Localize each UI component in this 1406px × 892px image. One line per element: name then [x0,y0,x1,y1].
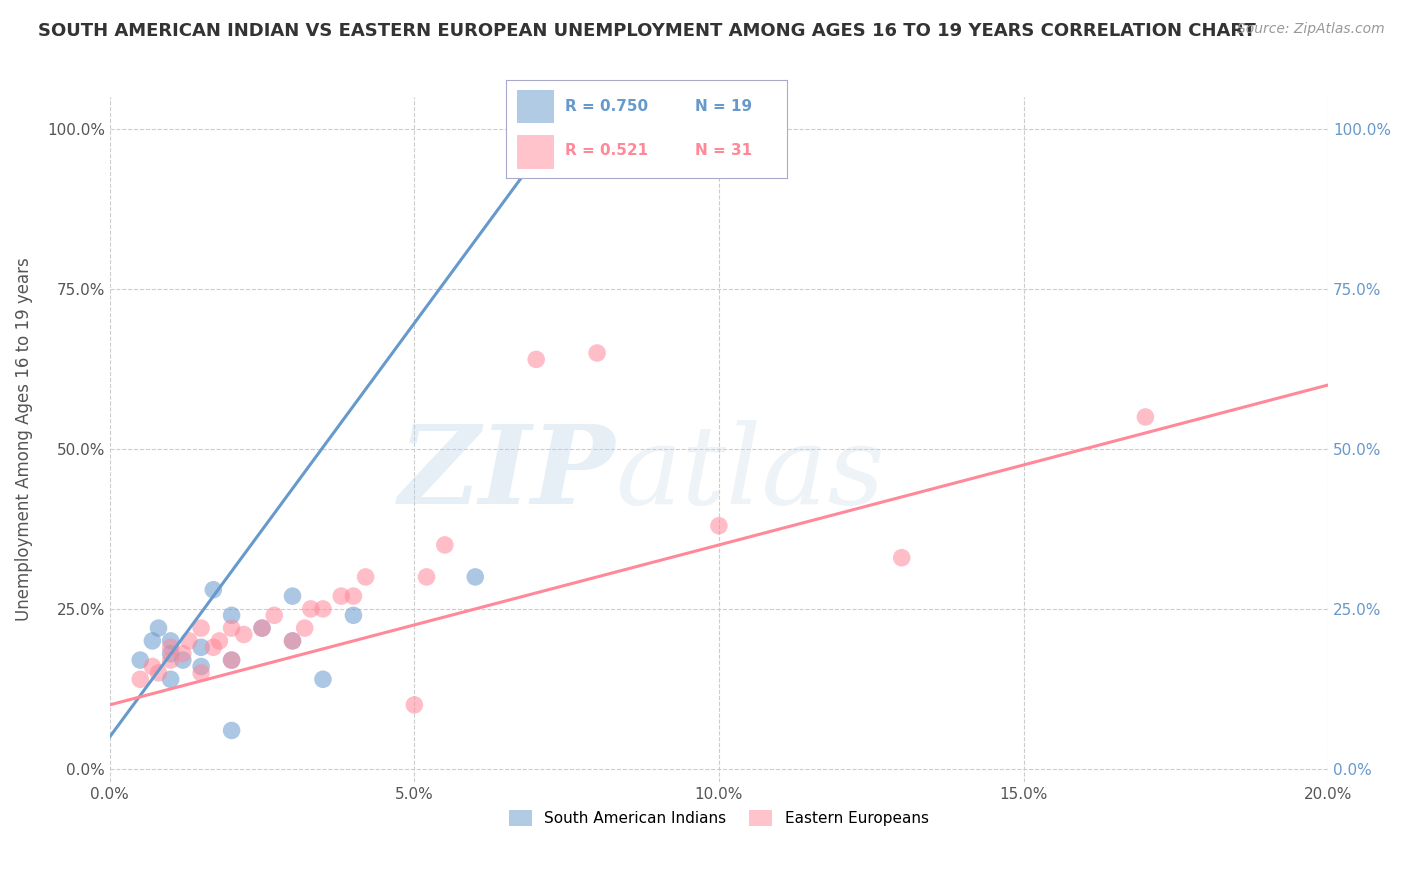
Point [342,589,364,603]
Point [159,673,181,687]
Point [330,589,353,603]
FancyBboxPatch shape [517,90,554,123]
Text: R = 0.750: R = 0.750 [565,99,648,114]
Point [141,659,163,673]
Y-axis label: Unemployment Among Ages 16 to 19 years: Unemployment Among Ages 16 to 19 years [15,258,32,621]
Point [342,608,364,623]
Point [190,621,212,635]
Point [129,653,152,667]
Text: SOUTH AMERICAN INDIAN VS EASTERN EUROPEAN UNEMPLOYMENT AMONG AGES 16 TO 19 YEARS: SOUTH AMERICAN INDIAN VS EASTERN EUROPEA… [38,22,1256,40]
Point [415,570,437,584]
Point [354,570,377,584]
Point [190,665,212,680]
Legend: South American Indians, Eastern Europeans: South American Indians, Eastern European… [503,804,935,832]
Point [177,633,200,648]
FancyBboxPatch shape [517,136,554,169]
Text: atlas: atlas [616,420,884,527]
Point [208,633,231,648]
Point [159,647,181,661]
Point [1135,409,1157,424]
Point [250,621,273,635]
Point [281,633,304,648]
Text: N = 31: N = 31 [695,144,752,159]
Point [586,346,609,360]
Text: R = 0.521: R = 0.521 [565,144,648,159]
Point [159,653,181,667]
Point [890,550,912,565]
Point [221,608,243,623]
Point [159,640,181,655]
Point [263,608,285,623]
Point [141,633,163,648]
Text: Source: ZipAtlas.com: Source: ZipAtlas.com [1237,22,1385,37]
Point [172,653,194,667]
Text: N = 19: N = 19 [695,99,752,114]
Point [190,659,212,673]
Point [202,640,225,655]
Point [433,538,456,552]
Point [524,352,547,367]
Point [202,582,225,597]
Point [148,621,170,635]
Point [221,723,243,738]
Point [281,633,304,648]
Point [190,640,212,655]
Point [404,698,426,712]
Point [159,633,181,648]
Point [294,621,316,635]
Point [312,673,335,687]
Point [221,621,243,635]
Point [129,673,152,687]
Point [312,602,335,616]
Point [221,653,243,667]
Point [232,627,254,641]
Point [221,653,243,667]
Point [707,518,730,533]
Point [250,621,273,635]
Point [299,602,322,616]
Point [148,665,170,680]
Text: ZIP: ZIP [399,420,616,527]
Point [464,570,486,584]
Point [281,589,304,603]
Point [172,647,194,661]
